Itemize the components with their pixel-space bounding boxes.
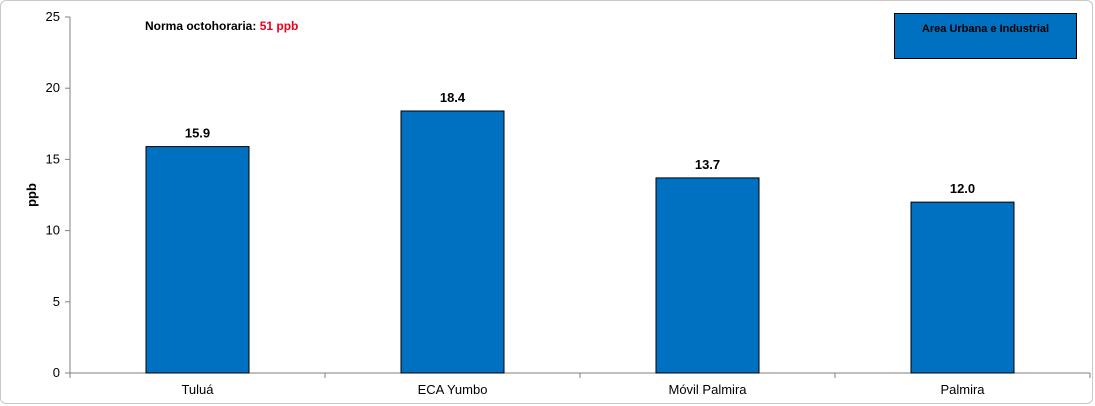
- x-tick-label: Palmira: [940, 382, 985, 397]
- legend: Area Urbana e Industrial: [894, 13, 1077, 59]
- bar-value-label: 15.9: [185, 126, 210, 141]
- x-tick-label: Móvil Palmira: [668, 382, 747, 397]
- y-tick-label: 25: [46, 9, 60, 24]
- norm-label: Norma octohoraria:: [145, 19, 257, 33]
- bar: [910, 201, 1015, 374]
- norm-value: 51 ppb: [259, 19, 299, 33]
- bar-value-label: 12.0: [950, 181, 975, 196]
- x-axis: Tuluá ECA Yumbo Móvil Palmira Palmira: [69, 372, 1091, 397]
- x-tick-label: Tuluá: [181, 382, 214, 397]
- bar-value-label: 18.4: [440, 90, 466, 105]
- y-tick-label: 15: [46, 151, 60, 166]
- y-tick-label: 10: [46, 223, 60, 238]
- norm-annotation: Norma octohoraria: 51 ppb: [145, 19, 298, 33]
- y-axis: 0 5 10 15 20 25: [46, 9, 71, 380]
- y-axis-title: ppb: [24, 183, 39, 207]
- legend-label: Area Urbana e Industrial: [921, 23, 1050, 35]
- bar: [400, 110, 505, 374]
- y-tick-label: 20: [46, 80, 60, 95]
- bars: 15.9 18.4 13.7 12.0: [145, 90, 1015, 374]
- y-tick-label: 5: [53, 294, 60, 309]
- bar: [145, 146, 250, 374]
- x-tick-label: ECA Yumbo: [418, 382, 488, 397]
- bar: [655, 177, 760, 374]
- y-tick-label: 0: [53, 365, 60, 380]
- bar-value-label: 13.7: [695, 157, 720, 172]
